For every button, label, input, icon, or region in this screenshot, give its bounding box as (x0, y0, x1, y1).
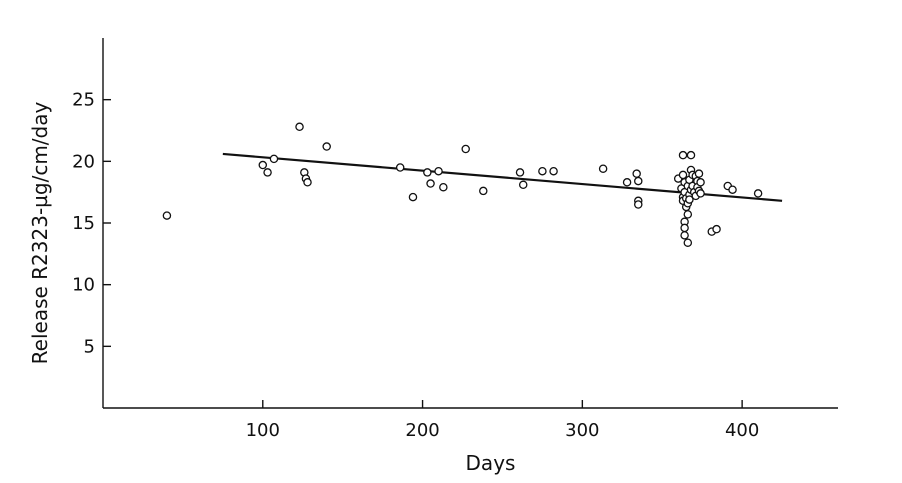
y-tick-label: 15 (72, 213, 95, 234)
data-point (598, 164, 608, 173)
ticks: 100 200 300 400 5 10 15 20 25 (72, 90, 759, 441)
data-point (303, 178, 312, 187)
data-point (322, 142, 331, 151)
x-tick-label: 200 (405, 420, 439, 441)
data-point (634, 200, 643, 209)
data-point (622, 178, 632, 187)
data-point (728, 185, 737, 194)
data-point (395, 163, 405, 172)
data-point (263, 168, 272, 177)
data-point (515, 168, 525, 177)
data-point (295, 122, 304, 132)
data-point (518, 180, 528, 190)
data-point (683, 210, 693, 219)
data-point (479, 186, 488, 196)
data-point (549, 166, 558, 176)
data-point (426, 179, 435, 188)
data-point (680, 231, 689, 240)
data-point (258, 160, 268, 170)
data-point (686, 150, 696, 160)
data-point (634, 176, 643, 186)
data-points (162, 122, 763, 247)
data-point (683, 238, 693, 247)
data-point (680, 223, 689, 233)
data-point (162, 211, 172, 220)
data-point (632, 169, 641, 178)
y-axis-title: Release R2323-µg/cm/day (28, 102, 52, 365)
data-point (408, 192, 418, 202)
axes (102, 38, 838, 409)
data-point (694, 169, 704, 178)
data-point (678, 150, 688, 160)
x-tick-label: 300 (565, 420, 599, 441)
y-tick-label: 5 (84, 336, 95, 357)
data-point (461, 144, 470, 154)
data-point (712, 224, 721, 234)
data-point (439, 182, 448, 192)
data-point (538, 166, 547, 176)
data-point (269, 154, 279, 164)
data-point (753, 189, 763, 198)
data-point (685, 195, 694, 204)
data-point (423, 168, 432, 177)
y-tick-label: 20 (72, 151, 95, 172)
data-point (696, 178, 705, 187)
data-point (434, 166, 443, 176)
y-tick-label: 25 (72, 90, 95, 111)
y-tick-label: 10 (72, 275, 95, 296)
x-tick-label: 100 (246, 420, 280, 441)
data-point (678, 170, 688, 180)
x-axis-title: Days (466, 451, 516, 475)
data-point (696, 189, 705, 198)
x-tick-label: 400 (725, 420, 759, 441)
